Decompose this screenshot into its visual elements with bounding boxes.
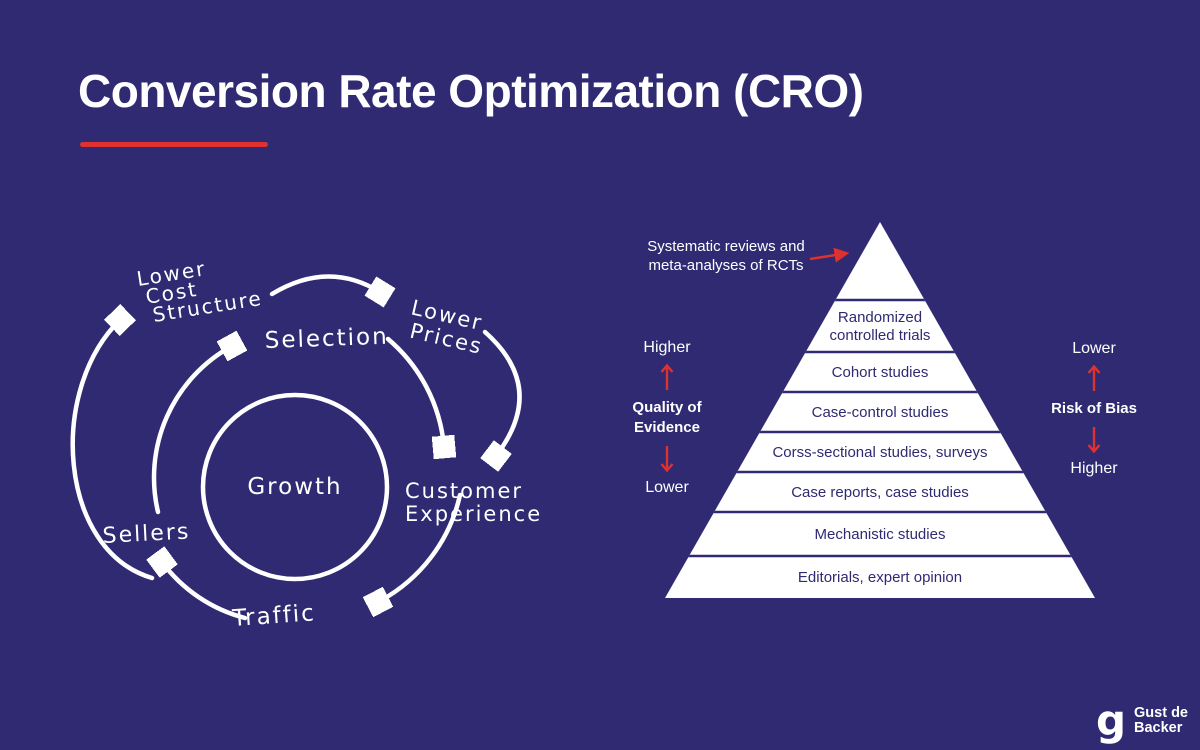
pyramid-level-case-control-studies: Case-control studies [812, 404, 949, 421]
flywheel-arc-traffic-to-sellers [162, 562, 248, 621]
flywheel-label-sellers: Sellers [102, 519, 191, 549]
flywheel-arc-selection-to-experience [385, 336, 444, 447]
flywheel-arc-experience-to-traffic [378, 492, 463, 602]
arrow-up-icon [1087, 364, 1101, 391]
flywheel-label-selection: Selection [264, 324, 389, 354]
quality-of-evidence-axis: Higher Quality of Evidence Lower [618, 339, 716, 497]
svg-text:controlled trials: controlled trials [830, 327, 931, 344]
quality-axis-title: Quality of Evidence [632, 399, 702, 436]
apex-pointer-arrow [809, 247, 850, 263]
arrow-up-icon [660, 363, 674, 390]
flywheel-diagram: Lower Cost Structure Selection Lower Pri… [70, 256, 542, 632]
growth-circle [200, 392, 390, 582]
flywheel-label-lower-prices: Lower Prices [408, 295, 486, 358]
page-title: Conversion Rate Optimization (CRO) [78, 65, 864, 117]
flywheel-label-customer-experience: Customer Experience [405, 479, 542, 526]
pyramid-level-randomized-controlled-trials: Randomized controlled trials [830, 309, 931, 344]
evidence-pyramid: Randomized controlled trials Cohort stud… [665, 222, 1095, 598]
risk-of-bias-axis: Lower Risk of Bias Higher [1042, 340, 1146, 478]
bias-axis-top-label: Lower [1072, 340, 1116, 357]
pyramid-level-cohort-studies: Cohort studies [832, 364, 929, 381]
flywheel-arc-outer-top [269, 274, 380, 294]
pyramid-level-cross-sectional-studies: Corss-sectional studies, surveys [772, 444, 987, 461]
quality-axis-bottom-label: Lower [645, 479, 689, 496]
flywheel-arc-outer-left [70, 320, 155, 581]
bias-axis-title: Risk of Bias [1051, 400, 1137, 417]
pyramid-level-mechanistic-studies: Mechanistic studies [815, 526, 946, 543]
svg-text:Experience: Experience [405, 502, 542, 526]
arrow-down-icon [660, 446, 674, 473]
title-underline [80, 142, 268, 147]
flywheel-label-traffic: Traffic [231, 600, 317, 632]
brand-logo: g Gust de Backer [1095, 696, 1188, 745]
brand-g-icon: g [1095, 696, 1127, 745]
svg-text:Randomized: Randomized [838, 309, 922, 326]
svg-text:Customer: Customer [405, 479, 523, 503]
pyramid-apex-label: Systematic reviews and meta-analyses of … [647, 238, 805, 274]
flywheel-arc-sellers-to-selection [151, 346, 232, 515]
pyramid-shape [665, 222, 1095, 598]
quality-axis-top-label: Higher [643, 339, 691, 356]
pyramid-level-case-reports: Case reports, case studies [791, 484, 969, 501]
arrow-down-icon [1087, 427, 1101, 454]
pyramid-level-editorials: Editorials, expert opinion [798, 569, 962, 586]
flywheel-arc-outer-right [485, 329, 522, 456]
flywheel-label-lower-cost-structure: Lower Cost Structure [135, 256, 264, 327]
flywheel-label-growth: Growth [247, 474, 342, 500]
bias-axis-bottom-label: Higher [1070, 460, 1118, 477]
brand-name: Gust de Backer [1134, 705, 1188, 736]
